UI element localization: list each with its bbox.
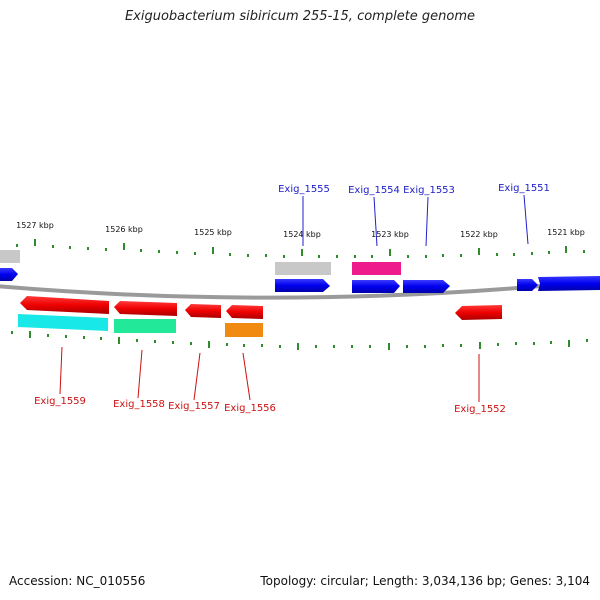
gene-label-exig-1557[interactable]: Exig_1557 — [168, 401, 220, 412]
ruler-minor-ticks-top — [16, 244, 585, 258]
exig-1551-partner-gene[interactable] — [517, 279, 538, 291]
gene-label-exig-1553[interactable]: Exig_1553 — [403, 185, 455, 196]
exig-1559-gene[interactable] — [20, 296, 109, 314]
ruler-label-1523: 1523 kbp — [371, 230, 409, 239]
forward-leader-lines — [302, 194, 529, 247]
ruler-label-1524: 1524 kbp — [283, 230, 321, 239]
exig-1559-rna-feature[interactable] — [18, 314, 108, 331]
exig-1556-gene[interactable] — [226, 305, 263, 319]
ruler-label-1525: 1525 kbp — [194, 228, 232, 237]
ruler-label-1527: 1527 kbp — [16, 221, 54, 230]
ruler-ticks-top — [34, 239, 567, 256]
gene-label-exig-1556[interactable]: Exig_1556 — [224, 403, 276, 414]
exig-1558-gene[interactable] — [114, 301, 177, 316]
ruler-label-1522: 1522 kbp — [460, 230, 498, 239]
ruler-label-1521: 1521 kbp — [547, 228, 585, 237]
ruler-label-1526: 1526 kbp — [105, 225, 143, 234]
exig-1557-gene[interactable] — [185, 304, 221, 318]
exig-1555-gene[interactable] — [275, 279, 330, 292]
genome-summary-text: Topology: circular; Length: 3,034,136 bp… — [260, 574, 590, 588]
gene-label-exig-1551[interactable]: Exig_1551 — [498, 183, 550, 194]
genome-title: Exiguobacterium sibiricum 255-15, comple… — [124, 9, 476, 24]
ruler-minor-ticks-bottom — [11, 331, 588, 348]
gene-label-exig-1559[interactable]: Exig_1559 — [34, 396, 86, 407]
exig-1554-rna-feature[interactable] — [352, 262, 401, 275]
left-rna-feature[interactable] — [0, 250, 20, 263]
ruler-ticks-bottom — [29, 331, 570, 350]
left-forward-gene[interactable] — [0, 268, 18, 281]
exig-1553-gene[interactable] — [403, 280, 450, 293]
reverse-leader-lines — [59, 346, 480, 402]
gene-label-exig-1554[interactable]: Exig_1554 — [348, 185, 400, 196]
exig-1552-gene[interactable] — [455, 305, 502, 320]
exig-1554-gene[interactable] — [352, 280, 400, 293]
exig-1551-gene[interactable] — [538, 276, 600, 291]
accession-text: Accession: NC_010556 — [9, 574, 146, 588]
exig-1555-rna-feature[interactable] — [275, 262, 331, 275]
gene-label-exig-1558[interactable]: Exig_1558 — [113, 399, 165, 410]
gene-label-exig-1552[interactable]: Exig_1552 — [454, 404, 506, 415]
exig-1556-rna-feature[interactable] — [225, 323, 263, 337]
gene-label-exig-1555[interactable]: Exig_1555 — [278, 184, 330, 195]
exig-1558-rna-feature[interactable] — [114, 319, 176, 333]
